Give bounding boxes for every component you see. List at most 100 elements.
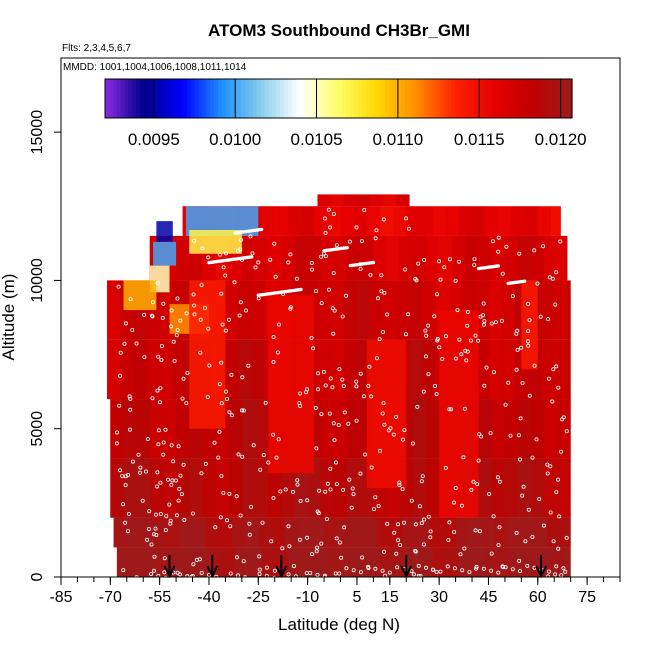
observation-point [202,305,207,310]
observation-point [309,260,314,265]
observation-point [126,512,131,517]
observation-point [199,283,204,288]
heatmap-cell [251,339,265,400]
observation-point [222,576,225,577]
observation-point [264,565,269,570]
colorbar-segment [439,79,445,118]
observation-point [268,257,273,262]
observation-point [184,311,189,316]
observation-point [347,477,352,482]
heatmap-cell [320,399,334,459]
heatmap-cell [488,280,502,340]
heatmap-cell [314,206,328,236]
observation-point [114,441,119,446]
colorbar-segment [431,79,437,118]
heatmap-cell [353,547,367,577]
observation-point [395,565,400,570]
profile-arrow-head [400,565,413,579]
colorbar-segment [435,79,441,118]
heatmap-cell [356,194,371,207]
observation-point [162,556,167,561]
heatmap-cell [320,458,334,518]
observation-point [150,396,155,401]
observation-point [517,251,522,256]
heatmap-cell [501,280,515,340]
heatmap-cell [491,235,505,281]
observation-point [526,507,531,512]
observation-point [377,448,382,453]
observation-point [339,555,344,560]
heatmap-cell [445,206,459,236]
observation-point [287,544,292,549]
y-tick-label: 5000 [29,411,46,447]
observation-point [272,575,276,577]
observation-point [518,457,523,462]
heatmap-cell [238,339,252,400]
heatmap-cell [176,458,190,518]
colorbar-segment [544,79,550,118]
observation-point [206,326,211,331]
observation-point [149,313,154,318]
observation-point [192,303,197,308]
observation-point [190,574,195,577]
heatmap-cell [373,235,387,281]
colorbar-segment [498,79,503,118]
observation-point [149,542,154,547]
heatmap-cell [333,458,348,518]
observation-point [482,383,487,388]
colorbar-segment [408,79,414,118]
observation-point [171,578,174,581]
observation-point [134,575,139,577]
observation-point [394,414,399,419]
heatmap-cell [179,517,193,548]
colorbar-tick-label: 0.0110 [373,130,424,149]
observation-point [413,522,418,527]
observation-point [206,255,211,260]
colorbar-segment [233,79,238,118]
heatmap-cell [550,547,565,577]
observation-point [534,437,539,442]
observation-point [366,564,371,569]
observation-point [147,509,152,514]
observation-point [248,504,253,509]
observation-point [453,356,458,361]
heatmap-cell [268,235,282,281]
observation-point [435,338,440,343]
heatmap-cell [370,194,384,207]
flight-path-point [259,227,264,232]
observation-point [499,318,504,323]
colorbar-segment [140,79,145,118]
observation-point [232,280,237,285]
colorbar-segment [311,79,316,118]
observation-point [248,234,253,239]
observation-point [496,570,501,575]
observation-point [190,511,195,516]
colorbar-segment [338,79,343,118]
heatmap-cell [245,517,259,548]
heatmap-cell [465,235,479,281]
observation-point [457,337,462,342]
observation-point [257,554,262,559]
observation-point [434,392,439,397]
observation-point [271,432,276,437]
heatmap-cell [123,458,137,518]
observation-point [134,341,139,346]
heatmap-cell [235,547,249,577]
observation-point [142,355,147,360]
observation-point [554,490,559,495]
heatmap-cell [274,206,288,236]
observation-point [369,465,374,470]
colorbar-segment [490,79,495,118]
observation-point [337,367,342,372]
observation-point [432,314,437,319]
flight-path-point [522,279,527,283]
observation-point [535,281,540,286]
colorbar-segment [400,79,406,118]
heatmap-cell [541,280,555,340]
colorbar-segment [474,79,480,118]
observation-point [488,430,493,435]
observation-point [332,438,337,443]
observation-point [337,540,342,545]
observation-point [323,230,328,235]
observation-point [313,405,318,410]
